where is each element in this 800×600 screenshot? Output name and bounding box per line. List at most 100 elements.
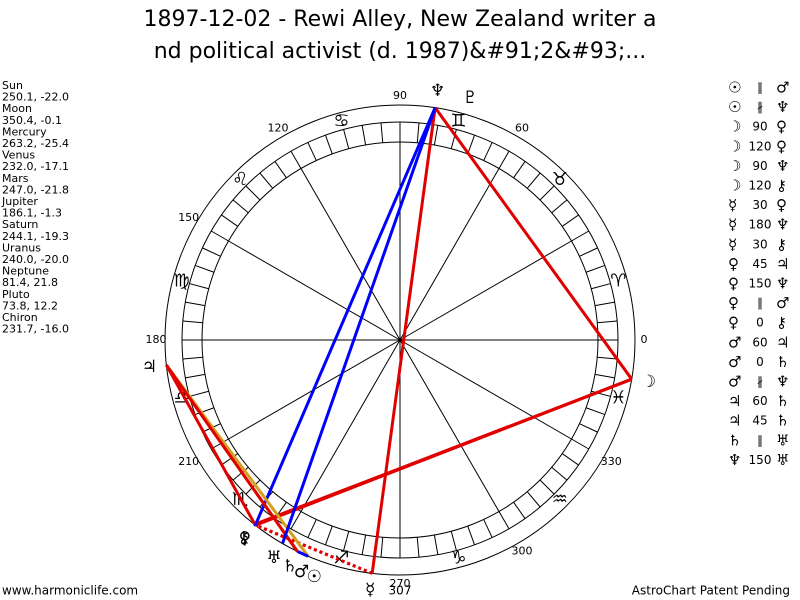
aspect-type: 45 [752,257,767,271]
planet-glyph: ♄ [282,557,297,577]
aspect-planet-a: ♂ [728,353,741,371]
ring-tick [232,199,249,214]
aspect-line [253,377,633,526]
planet-glyph: ♅ [266,548,281,568]
aspect-planet-a: ☽ [728,137,741,155]
ring-tick [498,511,510,530]
aspect-planet-a: ♃ [728,412,741,430]
ring-tick [307,142,317,161]
planet-coords: 81.4, 21.8 [2,276,58,289]
ring-tick [594,373,615,379]
planet-coords: 240.0, -20.0 [2,253,69,266]
planet-coords: 73.8, 12.2 [2,299,58,312]
degree-label: 210 [178,455,199,468]
aspect-planet-a: ♂ [728,373,741,391]
ring-tick [597,320,618,324]
planet-glyph: ⚷ [238,528,250,548]
planet-name: Venus [2,149,35,162]
ring-tick [189,390,209,397]
degree-label: 90 [393,89,407,102]
ring-tick [361,125,367,146]
ring-tick [551,466,568,481]
aspect-planet-b: ⚷ [776,235,787,253]
ring-tick [585,407,606,416]
aspect-planet-b: ♅ [776,451,789,469]
spoke [300,339,401,512]
ring-tick [551,199,568,214]
degree-label: 270 [390,577,411,590]
aspect-line [253,523,257,527]
sign-glyph: ♑ [450,547,466,568]
planet-coords: 231.7, -16.0 [2,323,69,336]
aspect-planet-a: ☉ [728,79,741,97]
sign-glyph: ♈ [610,271,626,292]
aspect-planet-a: ☿ [728,216,737,234]
planet-glyph: ☽ [641,372,656,392]
degree-label: 180 [146,333,167,346]
aspect-planet-a: ♂ [728,333,741,351]
ring-tick [185,301,206,307]
aspect-planet-b: ♆ [776,275,789,293]
ring-tick [539,479,555,495]
ring-tick [380,537,384,558]
ring-tick [182,320,203,324]
footer-right: AstroChart Patent Pending [632,584,790,598]
aspect-planet-a: ♀ [728,314,739,332]
planet-name: Uranus [2,241,41,254]
aspect-type: ∥ [757,81,763,95]
ring-tick [416,122,420,143]
aspect-type: 150 [749,277,772,291]
title-line: nd political activist (d. 1987)&#91;2&#9… [154,39,647,64]
aspect-type: 150 [749,453,772,467]
ring-tick [221,214,239,227]
aspect-planet-b: ♂ [776,79,789,97]
degree-label: 150 [178,211,199,224]
aspect-planet-a: ☽ [728,177,741,195]
aspect-planet-a: ☽ [728,118,741,136]
ring-tick [210,438,229,450]
planet-coords: 186.1, -1.3 [2,207,62,220]
ring-tick [361,534,367,555]
aspect-type: 60 [752,394,767,408]
aspect-planet-a: ♃ [728,392,741,410]
aspect-planet-b: ♀ [776,118,787,136]
ring-tick [245,185,261,201]
ring-tick [585,264,606,273]
ring-tick [561,453,579,466]
aspect-line [253,107,437,526]
degree-label: 120 [268,122,289,135]
aspect-planet-b: ♅ [776,431,789,449]
planet-coords: 244.1, -19.3 [2,230,69,243]
aspect-planet-a: ☉ [728,98,741,116]
ring-tick [513,501,526,519]
planet-glyph: ☿ [365,580,375,600]
ring-tick [594,301,615,307]
planet-coords: 232.0, -17.1 [2,160,69,173]
ring-tick [202,247,221,257]
sign-glyph: ♉ [552,169,568,190]
spoke [399,339,500,512]
aspect-planet-b: ♃ [776,255,789,273]
ring-tick [189,283,209,290]
aspect-planet-b: ♆ [776,98,789,116]
ring-tick [182,356,203,360]
ring-tick [526,491,541,508]
ring-tick [194,407,215,416]
planet-name: Moon [2,102,32,115]
sign-glyph: ♌ [232,169,248,190]
degree-label: 0 [641,333,648,346]
ring-tick [433,534,439,555]
outer-circle [164,104,636,576]
aspect-type: 30 [752,237,767,251]
sign-glyph: ♊ [450,111,466,132]
planet-name: Mars [2,172,29,185]
planet-name: Sun [2,79,23,92]
aspect-planet-b: ⚷ [776,177,787,195]
ring-tick [513,161,526,179]
degree-label: 60 [515,122,529,135]
sign-glyph: ♍ [174,271,190,292]
aspect-planet-b: ♂ [776,294,789,312]
aspect-planet-b: ♀ [776,137,787,155]
ring-tick [561,214,579,227]
planet-coords: 250.1, -22.0 [2,91,69,104]
